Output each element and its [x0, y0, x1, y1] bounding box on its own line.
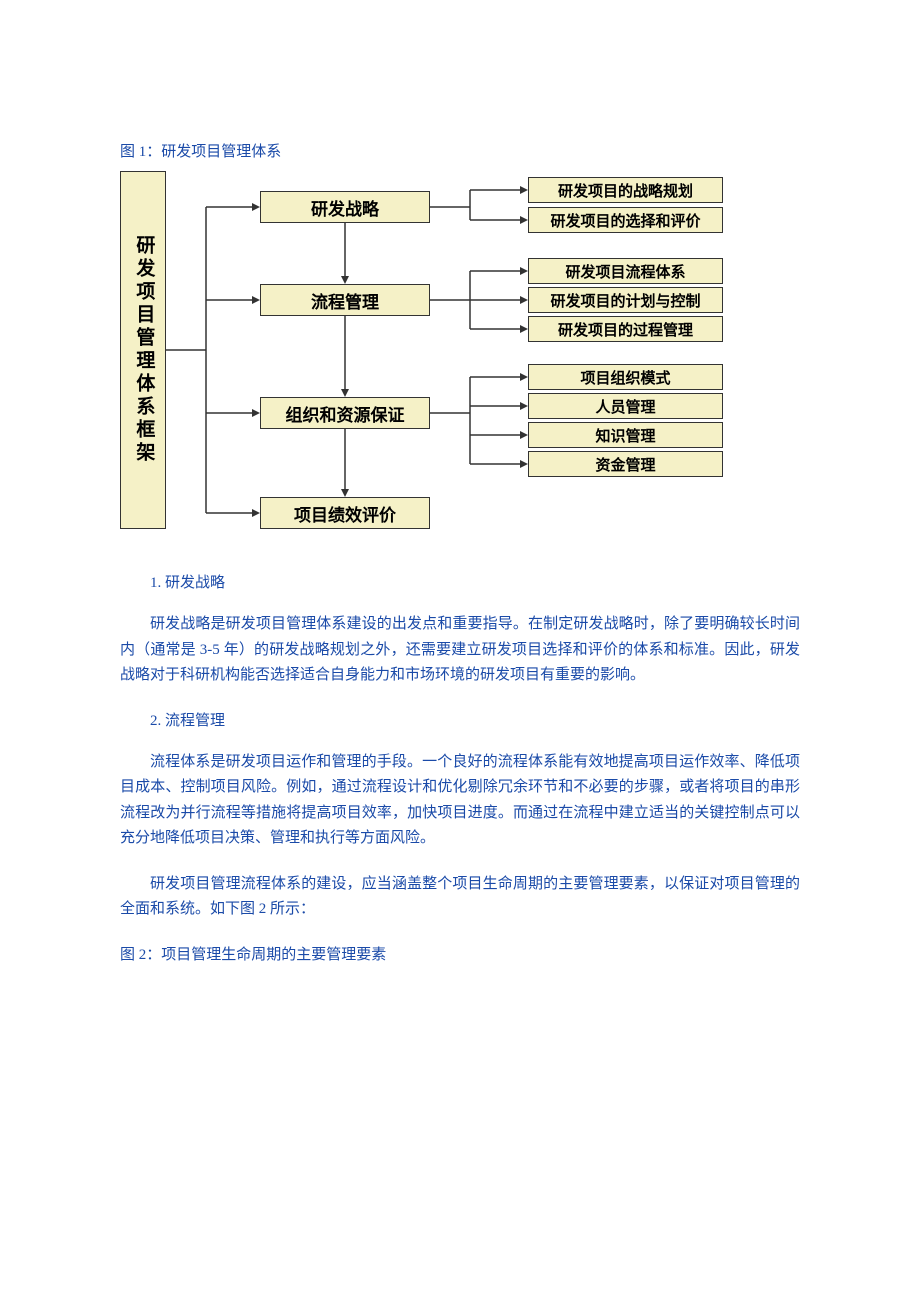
- flowchart-leaf-8: 资金管理: [528, 451, 723, 477]
- flowchart-leaf-0: 研发项目的战略规划: [528, 177, 723, 203]
- flowchart-leaf-6: 人员管理: [528, 393, 723, 419]
- section-1-paragraph: 研发战略是研发项目管理体系建设的出发点和重要指导。在制定研发战略时，除了要明确较…: [120, 612, 800, 689]
- flowchart-leaf-3: 研发项目的计划与控制: [528, 287, 723, 313]
- flowchart-leaf-4: 研发项目的过程管理: [528, 316, 723, 342]
- flowchart-mid-0: 研发战略: [260, 191, 430, 223]
- section-1-heading: 1. 研发战略: [120, 571, 800, 592]
- flowchart-mid-1: 流程管理: [260, 284, 430, 316]
- figure-2-title: 图 2：项目管理生命周期的主要管理要素: [120, 943, 800, 964]
- section-2-paragraph-2: 研发项目管理流程体系的建设，应当涵盖整个项目生命周期的主要管理要素，以保证对项目…: [120, 872, 800, 923]
- figure-1-title: 图 1：研发项目管理体系: [120, 140, 800, 161]
- flowchart-leaf-1: 研发项目的选择和评价: [528, 207, 723, 233]
- flowchart: 研发项目管理体系框架 研发战略流程管理组织和资源保证项目绩效评价 研发项目的战略规划…: [120, 171, 800, 541]
- flowchart-root: 研发项目管理体系框架: [120, 171, 166, 529]
- flowchart-leaf-5: 项目组织模式: [528, 364, 723, 390]
- section-2-heading: 2. 流程管理: [120, 709, 800, 730]
- flowchart-leaf-2: 研发项目流程体系: [528, 258, 723, 284]
- flowchart-leaf-7: 知识管理: [528, 422, 723, 448]
- flowchart-mid-2: 组织和资源保证: [260, 397, 430, 429]
- section-2-paragraph-1: 流程体系是研发项目运作和管理的手段。一个良好的流程体系能有效地提高项目运作效率、…: [120, 750, 800, 852]
- flowchart-mid-3: 项目绩效评价: [260, 497, 430, 529]
